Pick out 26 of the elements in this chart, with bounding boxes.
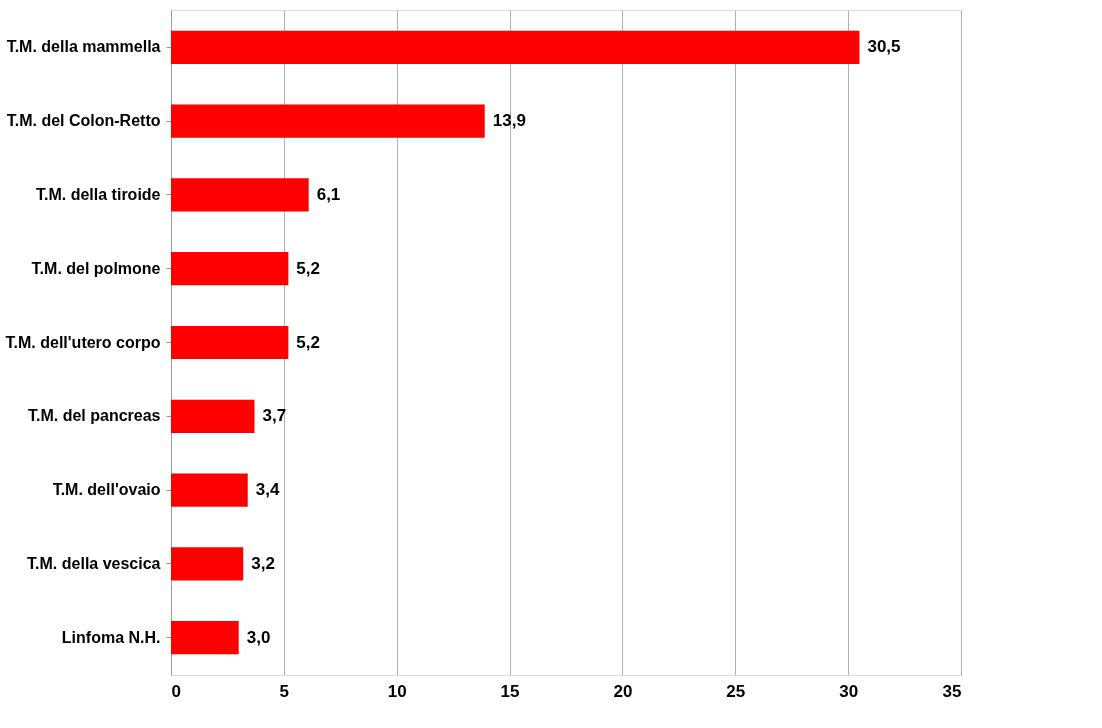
data-label: 3,4 [255,480,280,500]
y-tick-label: T.M. del Colon-Retto [6,112,161,130]
y-tick-label: T.M. della mammella [6,38,161,56]
y-tick-label: T.M. del polmone [31,259,161,277]
x-tick-label: 35 [942,681,962,701]
y-tick-label: T.M. del pancreas [28,407,161,425]
x-tick-label: 30 [839,681,859,701]
data-label: 3,0 [246,627,271,647]
data-label: 5,2 [296,258,321,278]
data-label: 13,9 [492,111,526,131]
data-label: 5,2 [296,332,321,352]
x-tick-label: 15 [500,681,520,701]
x-tick-label: 20 [613,681,633,701]
x-tick-label: 25 [726,681,746,701]
data-label: 6,1 [316,184,341,204]
data-label: 3,2 [251,553,275,573]
y-tick-label: T.M. della vescica [27,554,161,572]
y-tick-label: T.M. dell'utero corpo [5,333,161,351]
y-tick-label: Linfoma N.H. [61,628,161,646]
x-tick-label: 5 [279,681,290,701]
data-label: 30,5 [867,37,901,57]
x-tick-label: 0 [171,681,181,701]
data-label: 3,7 [262,406,287,426]
y-tick-label: T.M. della tiroide [36,185,161,203]
x-tick-label: 10 [387,681,407,701]
y-tick-label: T.M. dell'ovaio [52,481,161,499]
